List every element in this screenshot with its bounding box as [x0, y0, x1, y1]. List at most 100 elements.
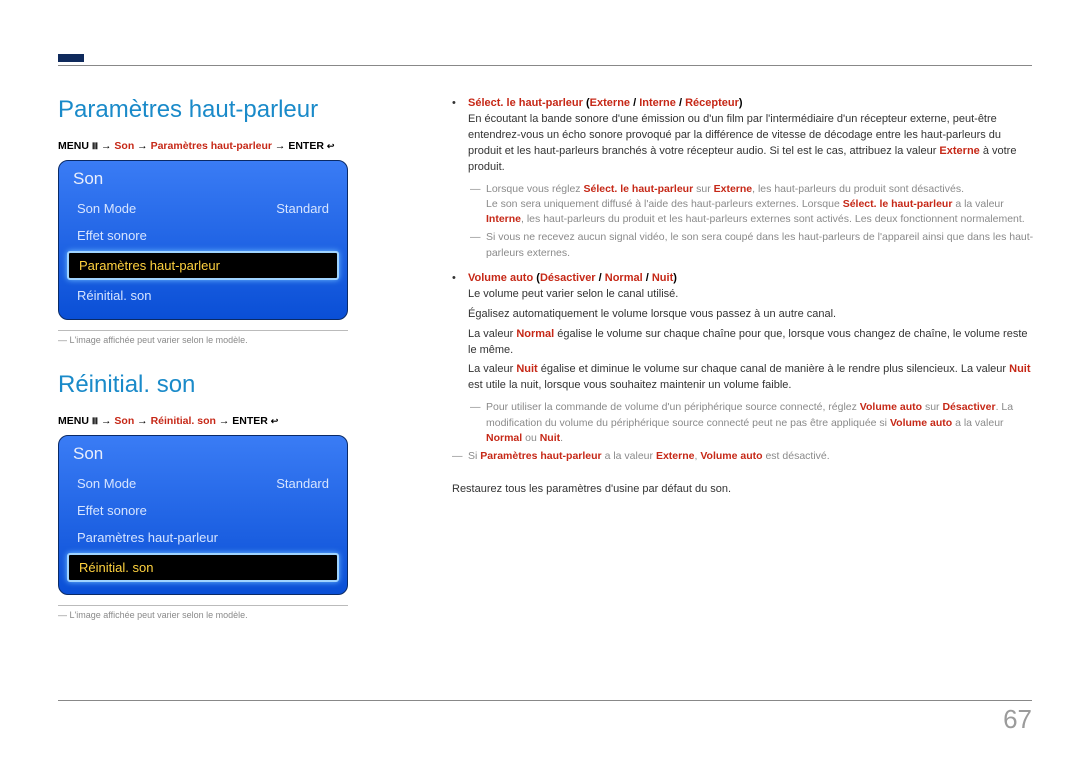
note-text: , les haut-parleurs du produit et les ha… — [521, 213, 1025, 225]
menu-item-effet[interactable]: Effet sonore — [59, 497, 347, 524]
menu-item-son-mode[interactable]: Son Mode Standard — [59, 195, 347, 222]
bc-p2: Paramètres haut-parleur — [151, 140, 272, 152]
menu-panel-2: Son Son Mode Standard Effet sonore Param… — [58, 435, 348, 595]
bc-menu: MENU — [58, 140, 89, 152]
note-dash: ― — [470, 400, 486, 446]
menu-item-reinit[interactable]: Réinitial. son — [59, 282, 347, 309]
opt: Normal — [605, 272, 643, 284]
right-column: • Sélect. le haut-parleur (Externe / Int… — [452, 96, 1036, 498]
note-hl: Paramètres haut-parleur — [480, 450, 601, 462]
bc-arrow: → — [275, 140, 286, 152]
bc-arrow: → — [137, 415, 148, 427]
note-hl: Nuit — [540, 432, 560, 444]
bottom-rule — [58, 700, 1032, 701]
menu-item-label: Réinitial. son — [77, 288, 151, 303]
left-column: Paramètres haut-parleur MENU Ⅲ → Son → P… — [58, 96, 348, 620]
note-text: sur — [693, 183, 713, 195]
sep: / — [630, 97, 639, 109]
note-text: Le son sera uniquement diffusé à l'aide … — [486, 198, 843, 210]
bc-menu: MENU — [58, 415, 89, 427]
menu-item-params[interactable]: Paramètres haut-parleur — [67, 251, 339, 280]
menu-item-label: Son Mode — [77, 201, 136, 216]
body-text: La valeur — [468, 363, 516, 375]
bullet-dot: • — [452, 96, 468, 176]
restore-factory-text: Restaurez tous les paramètres d'usine pa… — [452, 482, 1036, 498]
left-rule-2 — [58, 605, 348, 606]
breadcrumb-1: MENU Ⅲ → Son → Paramètres haut-parleur →… — [58, 140, 348, 152]
bc-p2: Réinitial. son — [151, 415, 216, 427]
note-text: . — [560, 432, 563, 444]
bullet-select-speaker: • Sélect. le haut-parleur (Externe / Int… — [452, 96, 1036, 176]
menu-item-label: Réinitial. son — [79, 560, 153, 575]
opt: Interne — [639, 97, 676, 109]
menu-header: Son — [59, 161, 347, 195]
note-source-volume: ― Pour utiliser la commande de volume d'… — [470, 400, 1036, 446]
bc-arrow: → — [219, 415, 230, 427]
note-hl: Externe — [714, 183, 753, 195]
bc-arrow: → — [137, 140, 148, 152]
bullet-title: Volume auto (Désactiver / Normal / Nuit) — [468, 271, 1036, 287]
note-text: ou — [522, 432, 540, 444]
top-rule — [58, 65, 1032, 66]
paren: ) — [739, 97, 743, 109]
bc-son: Son — [114, 415, 134, 427]
menu-item-label: Son Mode — [77, 476, 136, 491]
body-hl: Externe — [939, 145, 979, 157]
title-main: Sélect. le haut-parleur — [468, 97, 583, 109]
body-text: En écoutant la bande sonore d'une émissi… — [468, 113, 1001, 157]
menu-item-son-mode[interactable]: Son Mode Standard — [59, 470, 347, 497]
body-text: égalise et diminue le volume sur chaque … — [538, 363, 1009, 375]
breadcrumb-2: MENU Ⅲ → Son → Réinitial. son → ENTER ↩ — [58, 415, 348, 427]
note-hl: Sélect. le haut-parleur — [583, 183, 693, 195]
bullet-body: En écoutant la bande sonore d'une émissi… — [468, 112, 1036, 176]
bullet-dot: • — [452, 271, 468, 395]
body-line: Égalisez automatiquement le volume lorsq… — [468, 307, 1036, 323]
sep: / — [676, 97, 685, 109]
menu-item-label: Effet sonore — [77, 503, 147, 518]
body-hl: Nuit — [1009, 363, 1030, 375]
footnote-2: L'image affichée peut varier selon le mo… — [58, 610, 348, 620]
note-text: sur — [922, 401, 942, 413]
note-text: Si — [468, 450, 480, 462]
menu-panel-1: Son Son Mode Standard Effet sonore Param… — [58, 160, 348, 320]
note-text: a la valeur — [952, 198, 1003, 210]
body-hl: Normal — [516, 328, 554, 340]
menu-icon: Ⅲ — [92, 141, 98, 152]
note-hl: Volume auto — [890, 417, 952, 429]
note-externe-volume-auto: ― Si Paramètres haut-parleur a la valeur… — [452, 449, 1036, 464]
bc-arrow: → — [101, 140, 112, 152]
menu-item-reinit[interactable]: Réinitial. son — [67, 553, 339, 582]
note-text: , les haut-parleurs du produit sont désa… — [752, 183, 964, 195]
body-line: Le volume peut varier selon le canal uti… — [468, 287, 1036, 303]
menu-item-label: Effet sonore — [77, 228, 147, 243]
note-externe-disables: ― Lorsque vous réglez Sélect. le haut-pa… — [470, 182, 1036, 228]
menu-item-label: Paramètres haut-parleur — [77, 530, 218, 545]
bc-son: Son — [114, 140, 134, 152]
note-hl: Normal — [486, 432, 522, 444]
bc-enter: ENTER — [288, 140, 324, 152]
menu-item-label: Paramètres haut-parleur — [79, 258, 220, 273]
menu-item-params[interactable]: Paramètres haut-parleur — [59, 524, 347, 551]
note-dash: ― — [470, 182, 486, 228]
note-text: a la valeur — [602, 450, 656, 462]
bc-enter: ENTER — [232, 415, 268, 427]
menu-item-effet[interactable]: Effet sonore — [59, 222, 347, 249]
opt: Externe — [590, 97, 630, 109]
note-hl: Externe — [656, 450, 695, 462]
body-text: est utile la nuit, lorsque vous souhaite… — [468, 379, 791, 391]
section2-title: Réinitial. son — [58, 371, 348, 399]
menu-item-value: Standard — [276, 476, 329, 491]
bc-arrow: → — [101, 415, 112, 427]
note-hl: Sélect. le haut-parleur — [843, 198, 953, 210]
paren: ( — [583, 97, 590, 109]
note-dash: ― — [452, 449, 468, 464]
menu-header: Son — [59, 436, 347, 470]
header-accent — [58, 54, 84, 62]
enter-icon: ↩ — [327, 141, 335, 152]
body-text: La valeur — [468, 328, 516, 340]
note-hl: Désactiver — [942, 401, 995, 413]
section1-title: Paramètres haut-parleur — [58, 96, 348, 124]
note-no-signal: ― Si vous ne recevez aucun signal vidéo,… — [470, 230, 1036, 260]
note-text: a la valeur — [952, 417, 1003, 429]
opt: Nuit — [652, 272, 673, 284]
